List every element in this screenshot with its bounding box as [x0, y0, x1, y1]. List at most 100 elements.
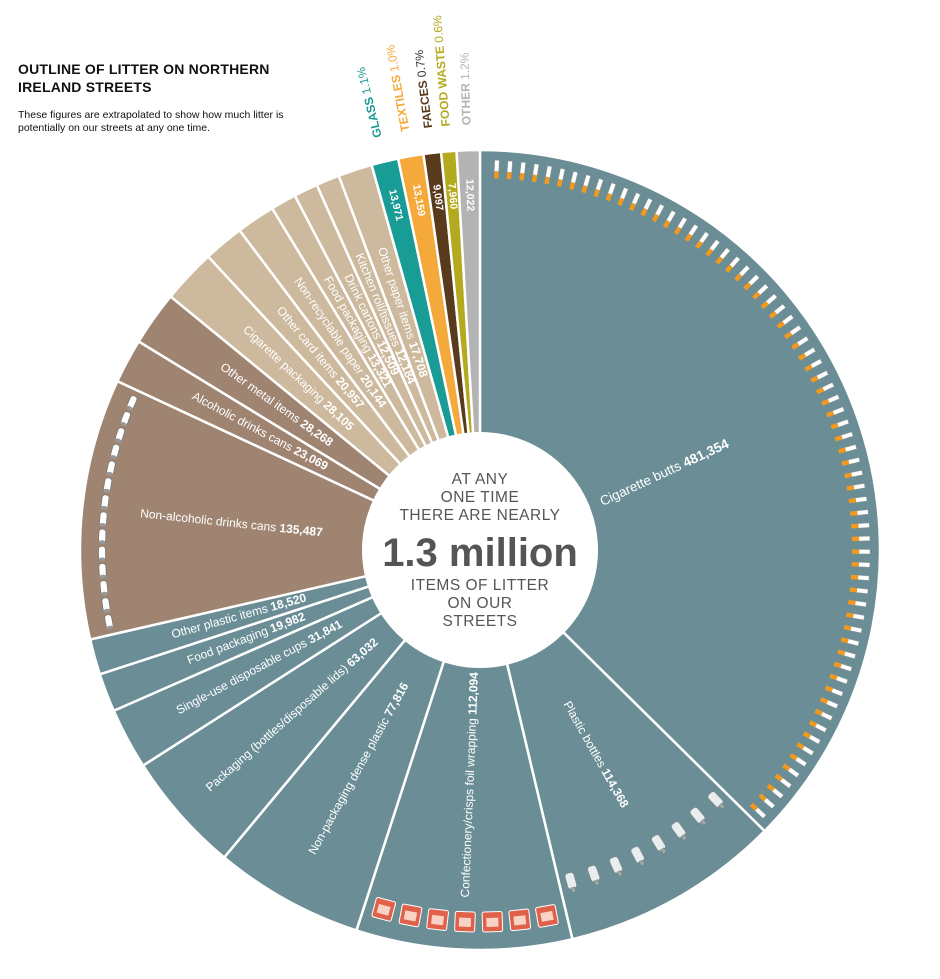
cigarette-butt-icon: [850, 574, 870, 581]
drink-can-icon: [100, 494, 110, 510]
drink-can-icon: [98, 528, 107, 544]
centre-big-number: 1.3 million: [382, 531, 578, 575]
cigarette-butt-icon: [556, 168, 566, 187]
cigarette-butt-icon: [850, 509, 869, 516]
cigarette-butt-icon: [844, 470, 863, 479]
crisp-packet-icon: [426, 908, 449, 931]
cigarette-butt-icon: [705, 239, 720, 257]
cigarette-butt-icon: [837, 649, 857, 659]
crisp-packet-icon: [371, 897, 397, 922]
drink-can-icon: [99, 511, 108, 527]
cigarette-butt-icon: [797, 347, 816, 361]
drink-can-icon: [120, 411, 131, 427]
drink-can-icon: [104, 614, 114, 630]
cigarette-butt-icon: [846, 483, 866, 491]
centre-line-5: ON OUR: [448, 595, 513, 612]
cigarette-butt-icon: [531, 163, 540, 183]
crisp-packet-icon: [481, 911, 504, 933]
chart-title: OUTLINE OF LITTER ON NORTHERN IRELAND ST…: [18, 61, 270, 95]
plastic-bottle-icon: [564, 872, 577, 894]
cigarette-butt-icon: [851, 536, 871, 542]
cigarette-butt-icon: [838, 444, 857, 454]
cigarette-butt-icon: [826, 406, 845, 418]
cigarette-butt-icon: [848, 496, 868, 504]
drink-can-icon: [126, 395, 138, 411]
centre-line-6: STREETS: [443, 613, 518, 630]
cigarette-butt-icon: [789, 752, 808, 767]
cigarette-butt-icon: [851, 522, 870, 529]
slice-label-food-waste-21: 7,960: [446, 182, 460, 209]
crisp-packet-icon: [508, 908, 532, 932]
drink-can-icon: [110, 443, 121, 459]
drink-can-icon: [98, 563, 107, 579]
drink-can-icon: [99, 580, 109, 596]
cigarette-butt-icon: [684, 224, 699, 242]
cigarette-butt-icon: [810, 370, 829, 383]
cigarette-butt-icon: [695, 231, 710, 249]
cigarette-butt-icon: [808, 720, 828, 733]
cigarette-butt-icon: [752, 283, 769, 300]
cigarette-butt-icon: [581, 174, 591, 194]
centre-line-1: AT ANY: [452, 471, 509, 488]
cigarette-butt-icon: [760, 293, 778, 310]
cigarette-butt-icon: [628, 192, 641, 211]
cigarette-butt-icon: [734, 265, 751, 282]
plastic-bottle-icon: [671, 821, 688, 842]
slice-label-textiles-19: 13,159: [410, 183, 427, 217]
cigarette-butt-icon: [774, 773, 792, 789]
cigarette-butt-icon: [617, 187, 629, 206]
slice-label-other-22: 12,022: [463, 179, 476, 212]
category-label-other: OTHER 1.2%: [458, 52, 474, 125]
crisp-packet-icon: [535, 904, 559, 928]
slice-plastic-plastic-bottles-1: [477, 546, 767, 941]
drink-can-icon: [98, 545, 106, 562]
drink-can-icon: [103, 477, 113, 493]
cigarette-butt-icon: [662, 210, 677, 229]
cigarette-butt-icon: [814, 708, 833, 721]
drink-can-icon: [114, 427, 126, 443]
cigarette-butt-icon: [519, 161, 526, 181]
cigarette-butt-icon: [715, 247, 731, 265]
cigarette-butt-icon: [640, 197, 653, 217]
drink-can-icon: [106, 460, 116, 476]
cigarette-butt-icon: [843, 624, 863, 634]
category-label-faeces: FAECES 0.7%: [412, 49, 435, 129]
crisp-packet-icon: [398, 903, 423, 928]
centre-line-3: THERE ARE NEARLY: [399, 507, 560, 524]
slice-plastic-cigarette-butts-0: [478, 148, 882, 833]
plastic-bottle-icon: [651, 834, 667, 855]
cigarette-butt-icon: [569, 171, 579, 190]
cigarette-butt-icon: [804, 358, 823, 372]
cigarette-butt-icon: [829, 673, 849, 685]
centre-line-2: ONE TIME: [441, 489, 520, 506]
cigarette-butt-icon: [819, 697, 839, 709]
category-label-food-waste: FOOD WASTE 0.6%: [430, 14, 453, 126]
chart-subtitle: These figures are extrapolated to show h…: [18, 109, 284, 134]
cigarette-butt-icon: [851, 562, 871, 568]
plastic-bottle-icon: [609, 856, 623, 878]
cigarette-butt-icon: [848, 599, 867, 608]
plastic-bottle-icon: [707, 791, 726, 810]
cigarette-butt-icon: [784, 325, 802, 340]
cigarette-butt-icon: [851, 549, 871, 555]
cigarette-butt-icon: [506, 160, 513, 180]
cigarette-butt-icon: [651, 203, 665, 223]
crisp-packet-icon: [454, 910, 476, 933]
cigarette-butt-icon: [834, 431, 854, 442]
centre-line-4: ITEMS OF LITTER: [411, 577, 549, 594]
centre-circle: [362, 432, 598, 668]
cigarette-butt-icon: [544, 165, 553, 185]
cigarette-butt-icon: [758, 793, 776, 809]
cigarette-butt-icon: [605, 182, 617, 202]
cigarette-butt-icon: [766, 783, 784, 799]
cigarette-butt-icon: [673, 216, 688, 235]
category-label-glass: GLASS 1.1%: [354, 65, 385, 139]
cigarette-butt-icon: [833, 661, 853, 672]
cigarette-butt-icon: [776, 314, 794, 329]
cigarette-butt-icon: [791, 336, 809, 350]
category-label-textiles: TEXTILES 1.0%: [383, 43, 412, 132]
cigarette-butt-icon: [845, 612, 865, 621]
cigarette-butt-icon: [494, 160, 500, 179]
plastic-bottle-icon: [587, 865, 601, 886]
